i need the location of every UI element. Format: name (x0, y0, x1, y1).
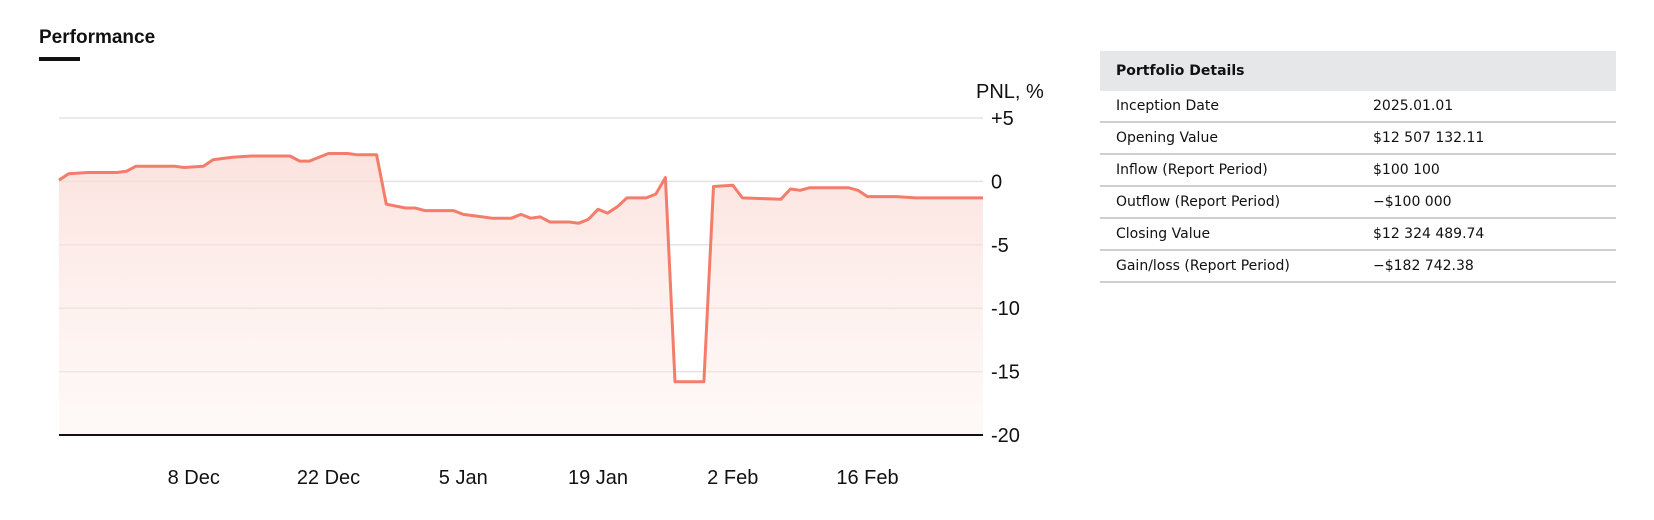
x-tick-label: 2 Feb (707, 467, 758, 489)
pnl-line (58, 152, 983, 384)
portfolio-row-value: −$182 742.38 (1373, 250, 1616, 283)
portfolio-row-label: Gain/loss (Report Period) (1100, 250, 1373, 283)
portfolio-row-label: Closing Value (1100, 218, 1373, 251)
portfolio-row-value: −$100 000 (1373, 186, 1616, 219)
portfolio-row-value: $100 100 (1373, 154, 1616, 187)
portfolio-row-label: Outflow (Report Period) (1100, 186, 1373, 219)
x-tick-label: 5 Jan (439, 467, 488, 489)
y-tick-label: 0 (991, 171, 1002, 193)
portfolio-row-label: Opening Value (1100, 122, 1373, 155)
portfolio-row-value: $12 507 132.11 (1373, 122, 1616, 155)
y-tick-label: -5 (991, 235, 1009, 257)
x-tick-label: 22 Dec (297, 467, 360, 489)
title-underline (39, 57, 80, 61)
portfolio-row: Gain/loss (Report Period) −$182 742.38 (1100, 250, 1616, 283)
portfolio-row-label: Inception Date (1100, 91, 1373, 123)
x-tick-label: 19 Jan (568, 467, 628, 489)
y-axis-label: PNL, % (976, 81, 1044, 103)
pnl-area (59, 153, 983, 435)
portfolio-row: Inception Date 2025.01.01 (1100, 91, 1616, 123)
portfolio-row: Closing Value $12 324 489.74 (1100, 218, 1616, 251)
portfolio-details-table: Portfolio Details Inception Date 2025.01.… (1100, 51, 1616, 283)
portfolio-row-label: Inflow (Report Period) (1100, 154, 1373, 187)
portfolio-row: Outflow (Report Period) −$100 000 (1100, 186, 1616, 219)
portfolio-details-title: Portfolio Details (1100, 51, 1616, 91)
section-title: Performance (39, 27, 156, 48)
portfolio-row-value: 2025.01.01 (1373, 91, 1616, 123)
y-tick-label: -15 (991, 362, 1020, 384)
y-tick-label: -20 (991, 425, 1020, 447)
portfolio-row-value: $12 324 489.74 (1373, 218, 1616, 251)
pnl-chart: PNL, % +5 0 -5 -10 -15 -20 8 Dec 22 Dec 5 Jan 19… (58, 81, 1044, 489)
y-tick-label: -10 (991, 298, 1020, 320)
portfolio-row: Inflow (Report Period) $100 100 (1100, 154, 1616, 187)
portfolio-row: Opening Value $12 507 132.11 (1100, 122, 1616, 155)
x-tick-label: 16 Feb (836, 467, 898, 489)
x-tick-label: 8 Dec (168, 467, 220, 489)
y-tick-label: +5 (991, 108, 1014, 130)
